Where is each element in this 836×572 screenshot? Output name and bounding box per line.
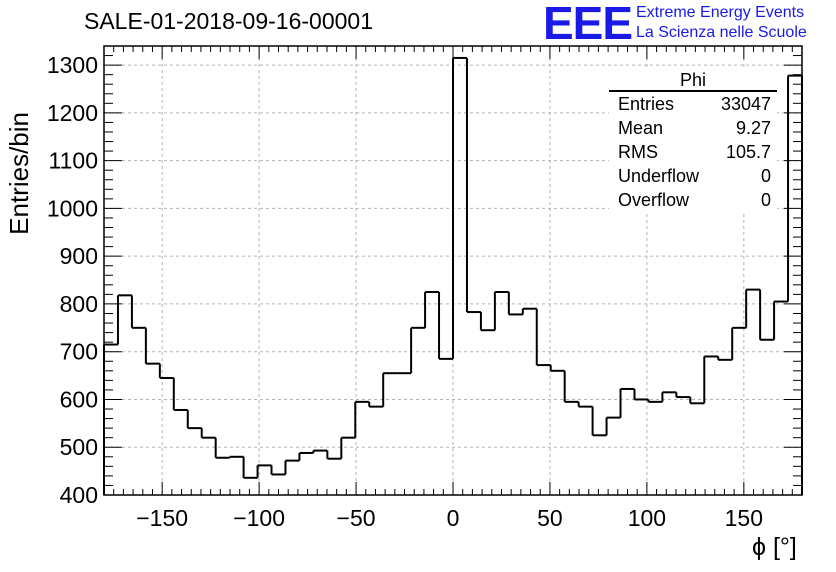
y-tick-label: 400: [60, 482, 98, 508]
stats-row: Entries 33047: [609, 92, 777, 116]
stats-label: Mean: [618, 118, 664, 138]
x-tick-label: −150: [136, 505, 188, 531]
stats-row: Underflow 0: [609, 164, 777, 188]
stats-label: Entries: [618, 94, 675, 114]
x-tick-label: 100: [628, 505, 666, 531]
axis-ticks: [104, 45, 802, 495]
stats-row: RMS 105.7: [609, 140, 777, 164]
stats-value: 0: [760, 166, 771, 186]
stats-value: 0: [760, 190, 771, 210]
stats-title: Phi: [609, 70, 777, 92]
x-tick-label: −50: [337, 505, 376, 531]
x-tick-label: −100: [233, 505, 285, 531]
y-tick-label: 1100: [49, 148, 98, 174]
stats-label: Underflow: [618, 166, 700, 186]
x-axis-label: ϕ [°]: [752, 533, 797, 561]
stats-row: Mean 9.27: [609, 116, 777, 140]
y-tick-label: 1200: [47, 100, 98, 126]
y-tick-label: 1300: [47, 52, 98, 78]
y-tick-label: 800: [60, 291, 98, 317]
stats-box: Phi Entries 33047 Mean 9.27 RMS 105.7 Un…: [609, 70, 777, 212]
y-tick-label: 700: [60, 339, 98, 365]
y-tick-label: 500: [60, 434, 98, 460]
chart-title: SALE-01-2018-09-16-00001: [84, 8, 373, 34]
stats-value: 105.7: [725, 142, 771, 162]
x-tick-label: 150: [725, 505, 763, 531]
x-tick-label: 0: [447, 505, 460, 531]
y-tick-label: 900: [60, 243, 98, 269]
org-name-line1: Extreme Energy Events: [636, 4, 805, 21]
stats-value: 9.27: [735, 118, 771, 138]
y-axis-label: Entries/bin: [4, 112, 34, 235]
eee-logo: EEE: [543, 0, 633, 49]
org-name-line2: La Scienza nelle Scuole: [636, 24, 807, 41]
stats-label: RMS: [618, 142, 658, 162]
stats-value: 33047: [720, 94, 771, 114]
y-tick-label: 1000: [47, 195, 98, 221]
y-tick-label: 600: [60, 386, 98, 412]
stats-label: Overflow: [618, 190, 690, 210]
stats-row: Overflow 0: [609, 188, 777, 212]
tick-labels: −150 −100 −50 0 50 100 150 400 500 600 700 800 900 10…: [47, 52, 763, 531]
x-tick-label: 50: [537, 505, 563, 531]
